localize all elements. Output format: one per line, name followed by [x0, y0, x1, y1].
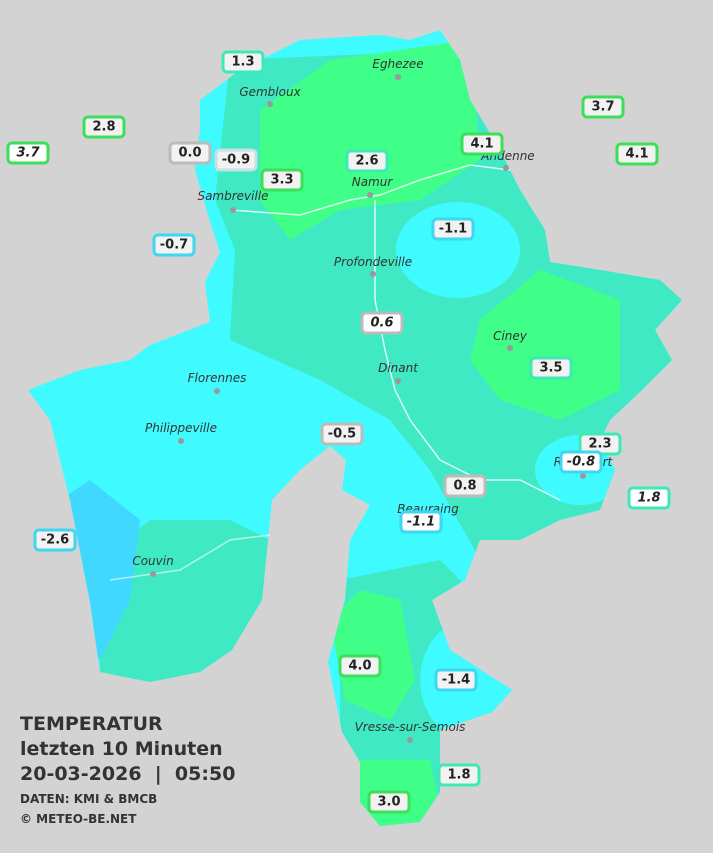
city-name: Dinant [378, 361, 419, 375]
title: TEMPERATUR [20, 713, 163, 735]
city-name: Sambreville [197, 189, 268, 203]
stations: 1.3 2.8 3.7 0.0 -0.9 2.6 3.3 4.1 3.7 4.1 -0.7 -1.1 0… [6, 50, 671, 814]
station-value: -1.1 [439, 222, 467, 237]
city-name: Couvin [132, 554, 173, 568]
city-dot [395, 378, 401, 384]
station-box [345, 149, 389, 173]
station-value: 1.3 [231, 55, 254, 70]
station-value: 2.8 [92, 120, 115, 135]
city-dot [214, 388, 220, 394]
station-box [33, 528, 77, 552]
station-box [443, 474, 487, 498]
city-dot [370, 271, 376, 277]
station-box [260, 168, 304, 192]
station-box [152, 233, 196, 257]
station-box [627, 486, 671, 510]
station-box [168, 141, 212, 165]
legend-block: TEMPERATUR letzten 10 Minuten 20-03-2026… [20, 713, 235, 826]
city-name: Gembloux [239, 85, 301, 99]
station-value: 0.6 [370, 316, 393, 331]
station-box [437, 763, 481, 787]
river [109, 534, 271, 581]
station-value: 4.1 [625, 147, 648, 162]
station-value: 0.8 [453, 479, 476, 494]
station-value: 3.7 [591, 100, 614, 115]
river [229, 164, 511, 216]
station-box [6, 141, 50, 165]
city-dot [503, 165, 509, 171]
city-name: Ciney [493, 329, 528, 343]
station-value: 0.0 [178, 146, 201, 161]
city-dot [507, 345, 513, 351]
city-name: Namur [352, 175, 394, 189]
station-box [221, 50, 265, 74]
station-value: 1.8 [637, 491, 660, 506]
city-dot [178, 438, 184, 444]
station-value: 2.6 [355, 154, 378, 169]
city-name: Philippeville [145, 421, 217, 435]
city-name: Eghezee [372, 57, 423, 71]
station-value: -1.1 [407, 515, 435, 530]
station-box [360, 311, 404, 335]
city-dot [407, 737, 413, 743]
source: DATEN: KMI & BMCB [20, 792, 157, 806]
city-dot [267, 101, 273, 107]
station-value: -0.8 [567, 455, 595, 470]
station-value: -1.4 [442, 673, 470, 688]
station-value: 4.1 [470, 137, 493, 152]
station-value: 1.8 [447, 768, 470, 783]
city-dot [367, 192, 373, 198]
station-box [367, 790, 411, 814]
city-name: Vresse-sur-Semois [355, 720, 466, 734]
period: letzten 10 Minuten [20, 738, 223, 760]
station-box [399, 510, 443, 534]
station-box [581, 95, 625, 119]
city-name: Florennes [188, 371, 247, 385]
station-box [529, 356, 573, 380]
station-value: 3.5 [539, 361, 562, 376]
station-value: 4.0 [348, 659, 371, 674]
station-value: 3.0 [377, 795, 400, 810]
station-box [82, 115, 126, 139]
station-value: 2.3 [588, 437, 611, 452]
station-value: -0.5 [328, 427, 356, 442]
station-box [338, 654, 382, 678]
station-box [320, 422, 364, 446]
station-value: 3.3 [270, 173, 293, 188]
station-value: -0.7 [160, 238, 188, 253]
station-box [615, 142, 659, 166]
station-box [460, 132, 504, 156]
station-box [214, 148, 258, 172]
datetime: 20-03-2026 | 05:50 [20, 763, 235, 785]
station-value: -2.6 [41, 533, 69, 548]
city-dot [150, 571, 156, 577]
city-dot [395, 74, 401, 80]
station-value: 3.7 [16, 146, 40, 161]
copyright: © METEO-BE.NET [20, 812, 137, 826]
station-box [559, 450, 603, 474]
station-value: -0.9 [222, 153, 250, 168]
station-box [434, 668, 478, 692]
city-dot [230, 207, 236, 213]
station-box [431, 217, 475, 241]
city-name: Profondeville [334, 255, 412, 269]
city-dot [580, 473, 586, 479]
